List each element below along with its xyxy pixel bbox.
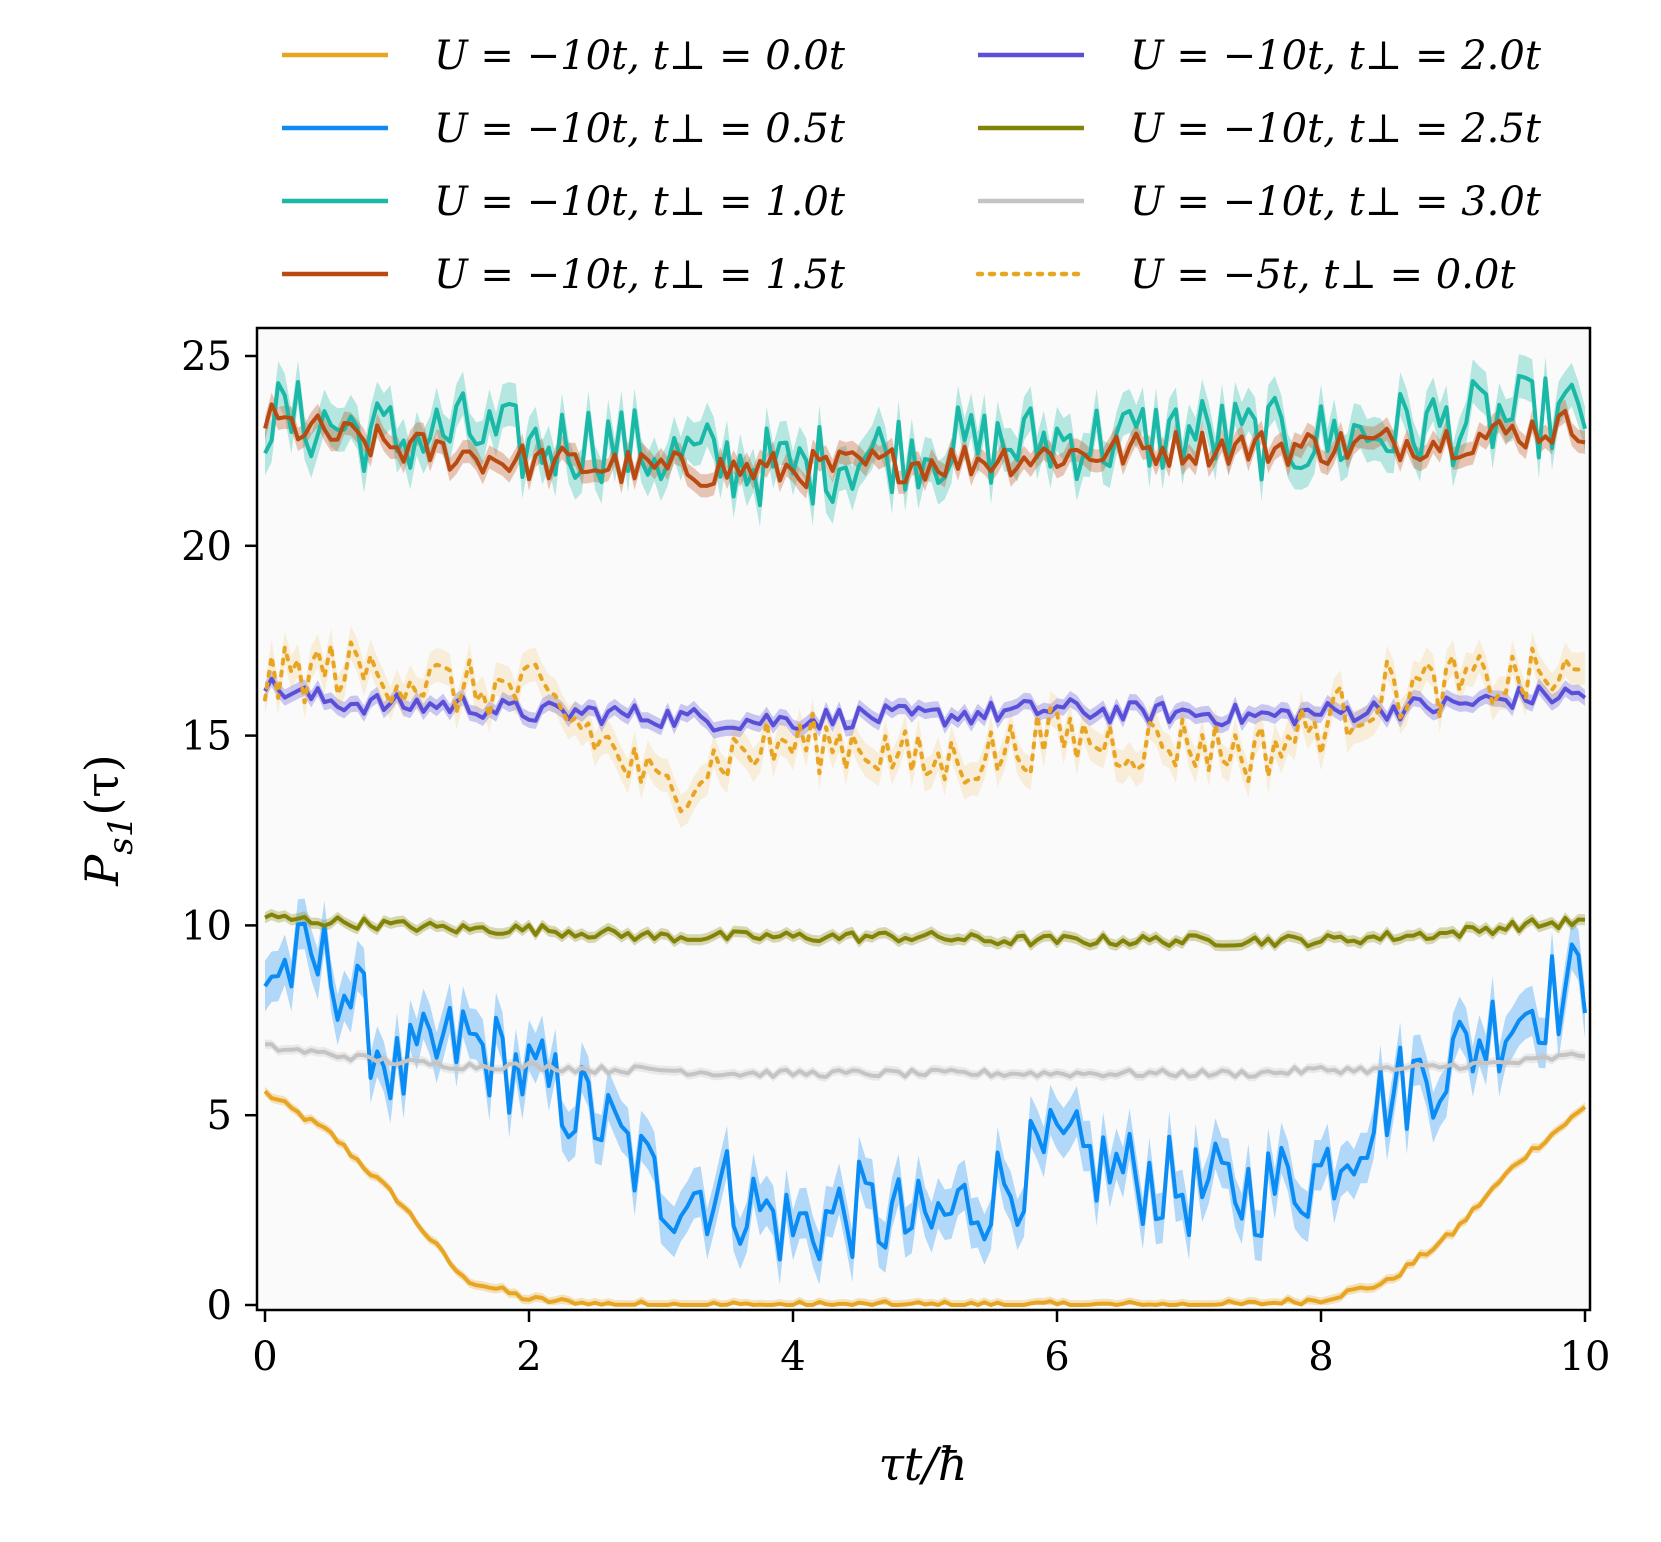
x-tick-label: 10 — [1560, 1334, 1611, 1380]
legend-label: U = −10t, t⊥ = 0.5t — [434, 106, 846, 152]
y-axis-ticks: 0 5 10 15 20 25 — [181, 334, 257, 1329]
legend-label: U = −10t, t⊥ = 2.5t — [1130, 106, 1542, 152]
legend-label: U = −5t, t⊥ = 0.0t — [1130, 252, 1516, 298]
series-band-2 — [265, 354, 1585, 527]
legend: U = −10t, t⊥ = 0.0t U = −10t, t⊥ = 0.5t U … — [282, 33, 1542, 298]
series-line-5 — [264, 912, 1586, 949]
y-tick-label: 15 — [181, 714, 232, 760]
y-tick-label: 0 — [207, 1283, 232, 1329]
x-tick-label: 2 — [516, 1334, 541, 1380]
plot-background — [257, 328, 1590, 1310]
x-axis-ticks: 0 2 4 6 8 10 — [252, 1310, 1610, 1380]
legend-label: U = −10t, t⊥ = 2.0t — [1130, 33, 1542, 79]
y-axis-label-main: P — [75, 854, 129, 887]
y-axis-label-sub: s1 — [101, 816, 141, 855]
series-line-4 — [263, 676, 1587, 733]
legend-label: U = −10t, t⊥ = 1.5t — [434, 252, 846, 298]
x-tick-label: 6 — [1044, 1334, 1069, 1380]
x-axis-label: τt/ħ — [878, 1437, 967, 1491]
series-line-6 — [264, 1042, 1586, 1079]
y-axis-label-arg: (τ) — [75, 754, 129, 815]
series-lines — [263, 373, 1587, 1307]
y-tick-label: 25 — [181, 334, 232, 380]
plot-frame — [255, 326, 1592, 1312]
series-band-5 — [265, 908, 1585, 952]
y-axis-label: Ps1(τ) — [75, 754, 141, 886]
x-tick-label: 0 — [252, 1334, 277, 1380]
series-line-3 — [263, 402, 1586, 490]
y-tick-label: 5 — [207, 1093, 232, 1139]
series-line-1 — [263, 921, 1587, 1262]
x-tick-label: 4 — [780, 1334, 805, 1380]
series-band-4 — [265, 670, 1585, 739]
y-tick-label: 10 — [181, 903, 232, 949]
series-band-7 — [265, 625, 1585, 828]
x-tick-label: 8 — [1308, 1334, 1333, 1380]
legend-label: U = −10t, t⊥ = 1.0t — [434, 179, 846, 225]
series-line-0 — [263, 1089, 1587, 1307]
y-tick-label: 20 — [181, 524, 232, 570]
legend-label: U = −10t, t⊥ = 3.0t — [1130, 179, 1542, 225]
series-line-7 — [263, 640, 1587, 814]
legend-label: U = −10t, t⊥ = 0.0t — [434, 33, 846, 79]
